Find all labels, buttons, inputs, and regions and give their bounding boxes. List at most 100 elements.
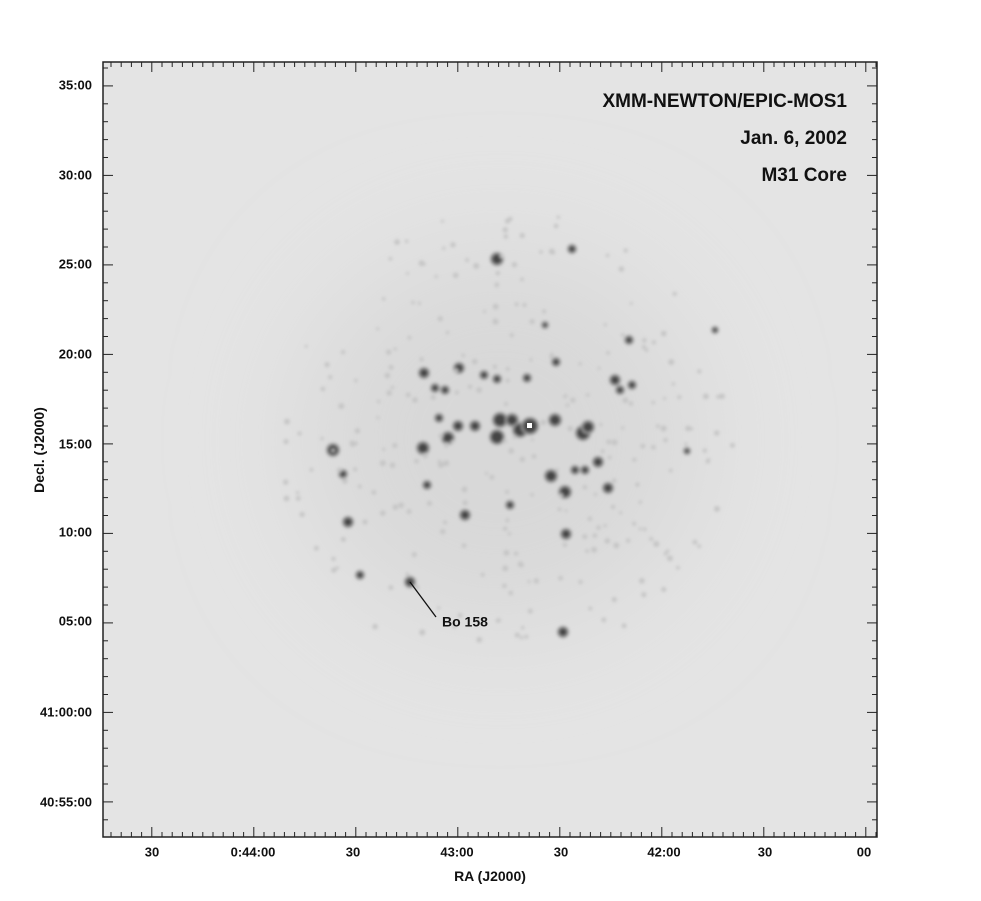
y-tick-label: 41:00:00 (40, 704, 92, 719)
faint-source (531, 454, 537, 459)
faint-source (513, 551, 519, 556)
x-ray-source-core (550, 415, 560, 425)
faint-source (606, 350, 610, 355)
faint-source (542, 309, 547, 314)
x-ray-source-core (340, 471, 346, 477)
faint-source (611, 439, 618, 446)
faint-source (582, 534, 588, 540)
x-ray-source-core (418, 443, 428, 453)
faint-source (502, 227, 508, 233)
x-ray-source-core (569, 246, 575, 252)
faint-source (304, 344, 308, 348)
faint-source (529, 319, 535, 325)
faint-source (450, 242, 456, 248)
faint-source (406, 509, 412, 514)
faint-source (437, 459, 441, 463)
faint-source (508, 448, 514, 454)
x-ray-source-core (424, 482, 430, 488)
faint-source (651, 340, 656, 345)
faint-source (381, 297, 386, 301)
faint-source (465, 258, 469, 262)
faint-source (548, 248, 555, 255)
x-tick-label: 0:44:00 (231, 844, 276, 859)
faint-source (388, 364, 394, 370)
faint-source (530, 438, 534, 442)
faint-source (641, 344, 646, 350)
faint-source (443, 460, 450, 467)
faint-source (638, 500, 642, 504)
annotation: Bo 158 (442, 614, 488, 630)
plot-frame (102, 61, 878, 838)
faint-source (284, 418, 290, 425)
faint-source (313, 545, 319, 551)
faint-source (389, 462, 396, 468)
y-tick-label: 05:00 (59, 613, 92, 628)
faint-source (461, 543, 467, 548)
faint-source (635, 482, 640, 487)
faint-source (628, 401, 634, 406)
faint-source (426, 500, 432, 506)
faint-source (564, 509, 568, 513)
faint-source (651, 444, 656, 450)
faint-source (452, 623, 457, 629)
faint-source (454, 390, 460, 395)
faint-source (519, 456, 525, 462)
faint-source (309, 467, 314, 472)
faint-source (404, 239, 409, 244)
y-tick-label: 30:00 (59, 167, 92, 182)
faint-source (509, 333, 514, 338)
faint-source (639, 577, 645, 584)
faint-source (340, 349, 346, 355)
faint-source (713, 506, 720, 512)
faint-source (611, 478, 617, 483)
faint-source (663, 437, 668, 443)
faint-source (730, 442, 735, 448)
faint-source (388, 585, 394, 590)
x-ray-source-core (572, 467, 578, 473)
faint-source (349, 440, 355, 446)
x-ray-source-core (494, 414, 506, 426)
faint-source (473, 263, 480, 269)
faint-source (422, 453, 428, 459)
faint-source (505, 366, 510, 371)
faint-source (603, 524, 607, 528)
title-line: XMM-NEWTON/EPIC-MOS1 (602, 91, 847, 112)
faint-source (392, 504, 399, 510)
faint-source (606, 439, 612, 445)
faint-source (503, 549, 510, 556)
faint-source (331, 448, 335, 453)
faint-source (527, 580, 531, 584)
faint-source (692, 539, 698, 545)
y-tick-label: 10:00 (59, 524, 92, 539)
x-ray-source-core (559, 628, 567, 636)
faint-source (626, 538, 631, 543)
faint-source (443, 520, 448, 525)
faint-source (585, 549, 589, 553)
faint-source (591, 546, 597, 553)
faint-source (671, 382, 676, 386)
x-ray-source-core (492, 254, 502, 264)
faint-source (504, 218, 511, 224)
faint-source (557, 507, 562, 512)
faint-source (642, 527, 647, 532)
faint-source (499, 253, 505, 259)
faint-source (297, 431, 302, 436)
faint-source (495, 270, 501, 276)
faint-source (454, 368, 459, 373)
faint-source (514, 302, 519, 307)
faint-source (558, 575, 563, 581)
faint-source (684, 442, 688, 446)
x-ray-source-core (357, 572, 363, 578)
faint-source (660, 425, 667, 432)
faint-source (524, 634, 529, 639)
faint-source (419, 629, 426, 636)
faint-source (549, 352, 554, 357)
faint-source (336, 467, 342, 473)
x-ray-source-core (582, 467, 588, 473)
x-ray-source-core (491, 431, 503, 443)
faint-source (445, 330, 450, 335)
faint-source (502, 565, 509, 572)
x-ray-source-core (454, 422, 462, 430)
faint-source (461, 353, 465, 358)
